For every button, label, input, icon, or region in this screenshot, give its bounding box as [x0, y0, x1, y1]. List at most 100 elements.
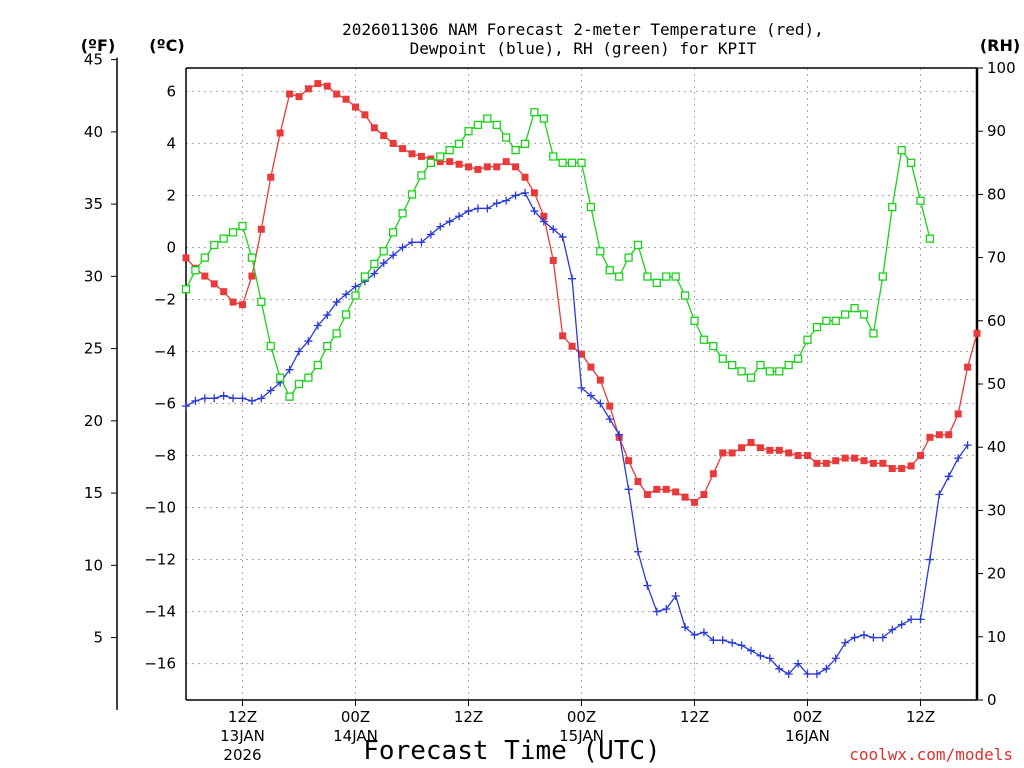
- celsius-tick-label: −4: [154, 342, 176, 360]
- temperature-point: [323, 82, 331, 90]
- temperature-point: [502, 158, 510, 166]
- temperature-point: [869, 459, 877, 467]
- dewpoint-point: [229, 394, 238, 403]
- series-layer: [181, 80, 981, 678]
- rh-point: [567, 158, 577, 167]
- fahrenheit-tick-label: 40: [84, 123, 103, 141]
- temperature-point: [455, 160, 463, 168]
- rh-point: [389, 228, 398, 237]
- temperature-point: [700, 491, 708, 499]
- dewpoint-point: [963, 441, 972, 450]
- temperature-point: [568, 342, 576, 350]
- rh-point: [219, 234, 228, 243]
- rh-point: [360, 272, 370, 281]
- rh-point: [502, 133, 511, 142]
- x-tick-label: 12Z: [906, 708, 935, 726]
- temperature-point: [756, 444, 764, 452]
- rh-point: [257, 297, 266, 306]
- dewpoint-point: [803, 669, 812, 678]
- rh-point: [690, 316, 699, 325]
- temperature-point: [210, 280, 218, 288]
- rh-point: [841, 310, 850, 319]
- rh-point: [266, 341, 275, 351]
- temperature-point: [926, 433, 934, 441]
- rh-tick-label: 20: [987, 565, 1006, 583]
- dewpoint-point: [398, 243, 407, 252]
- dewpoint-point: [765, 654, 774, 663]
- rh-point: [398, 209, 407, 218]
- x-tick-label: 13JAN: [220, 727, 265, 745]
- celsius-tick-label: 2: [166, 186, 176, 204]
- dewpoint-point: [728, 638, 737, 647]
- rh-point: [351, 291, 360, 300]
- rh-tick-label: 70: [987, 249, 1006, 267]
- temperature-point: [474, 165, 482, 173]
- dewpoint-point: [247, 396, 256, 405]
- dewpoint-point: [916, 615, 925, 624]
- dewpoint-point: [869, 633, 878, 642]
- temperature-point: [304, 85, 312, 93]
- temperature-point: [653, 485, 661, 493]
- dewpoint-point: [502, 196, 511, 205]
- series-temperature: [182, 80, 981, 506]
- rh-tick-label: 50: [987, 375, 1006, 393]
- temperature-point: [333, 90, 341, 98]
- dewpoint-point: [295, 347, 303, 356]
- fahrenheit-tick-label: 15: [84, 484, 103, 502]
- temperature-point: [361, 111, 369, 119]
- rh-point: [859, 310, 869, 319]
- rh-point: [191, 266, 200, 275]
- rh-point: [765, 367, 774, 376]
- dewpoint-point: [426, 230, 435, 239]
- axes: [111, 57, 983, 710]
- rh-point: [812, 322, 822, 332]
- rh-point: [652, 278, 661, 288]
- temperature-point: [295, 93, 303, 101]
- rh-point: [323, 341, 332, 351]
- rh-point: [407, 190, 417, 199]
- rh-tick-label: 10: [987, 628, 1006, 646]
- x-tick-label: 00Z: [793, 708, 822, 726]
- rh-axis-label: (RH): [980, 36, 1020, 55]
- temperature-point: [512, 163, 520, 171]
- rh-point: [228, 228, 238, 237]
- temperature-point: [606, 402, 614, 410]
- temperature-point: [785, 449, 793, 457]
- rh-point: [633, 240, 643, 250]
- celsius-tick-label: −12: [144, 551, 176, 569]
- rh-point: [464, 127, 473, 136]
- rh-point: [586, 202, 596, 212]
- chart-title-line-2: Dewpoint (blue), RH (green) for KPIT: [410, 39, 757, 58]
- rh-point: [313, 360, 322, 370]
- dewpoint-point: [888, 625, 897, 634]
- dewpoint-point: [483, 204, 492, 213]
- temperature-point: [634, 478, 642, 486]
- temperature-point: [229, 298, 237, 306]
- dewpoint-point: [332, 298, 341, 307]
- x-tick-label: 12Z: [228, 708, 257, 726]
- dewpoint-point: [925, 555, 934, 564]
- tick-labels: 454035302520151056420−2−4−6−8−10−12−14−1…: [84, 51, 1016, 764]
- dewpoint-point: [671, 591, 680, 600]
- dewpoint-point: [417, 238, 426, 247]
- temperature-point: [691, 498, 698, 506]
- dewpoint-point: [323, 311, 332, 320]
- rh-point: [756, 360, 765, 370]
- dewpoint-point: [624, 485, 633, 494]
- rh-point: [680, 291, 690, 300]
- rh-point: [294, 379, 304, 389]
- rh-point: [709, 341, 718, 351]
- series-dewpoint: [182, 188, 972, 678]
- temperature-point: [681, 493, 689, 501]
- rh-point: [511, 146, 520, 155]
- temperature-point: [898, 465, 906, 473]
- rh-point: [643, 272, 652, 281]
- temperature-point: [766, 446, 774, 454]
- temperature-point: [257, 225, 265, 233]
- temperature-point: [201, 272, 209, 280]
- rh-point: [558, 158, 567, 167]
- celsius-tick-label: −14: [144, 603, 176, 621]
- dewpoint-point: [944, 472, 953, 481]
- x-tick-label: 16JAN: [785, 727, 830, 745]
